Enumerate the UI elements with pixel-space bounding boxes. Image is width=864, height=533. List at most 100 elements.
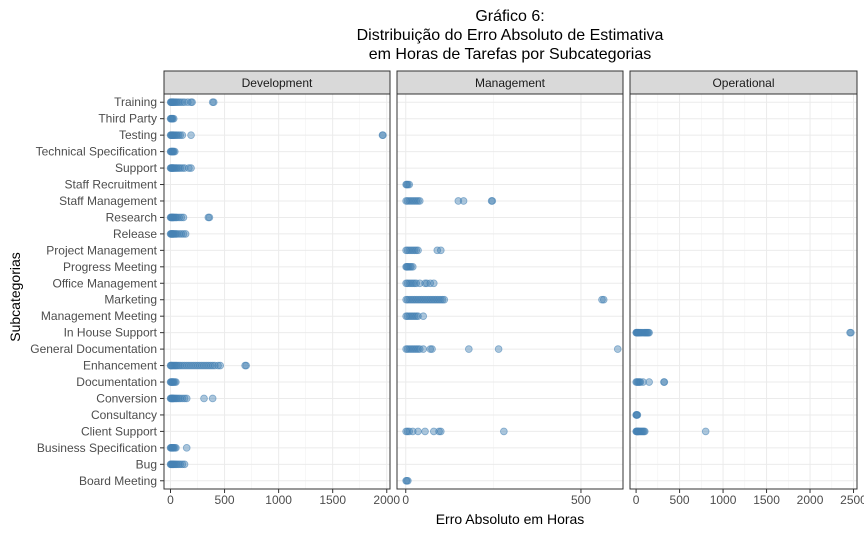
y-tick-label-release: Release <box>113 227 157 241</box>
data-point-management-project-management <box>436 246 445 255</box>
data-point-management-client-support <box>421 427 429 436</box>
y-tick-label-bug: Bug <box>136 457 157 471</box>
data-point-management-client-support <box>500 427 508 436</box>
data-point-development-bug <box>178 460 187 469</box>
panel-background <box>164 94 390 489</box>
data-point-operational-documentation <box>645 378 653 386</box>
data-point-management-staff-management <box>414 197 422 205</box>
y-tick-label-support: Support <box>115 161 158 175</box>
data-point-management-client-support <box>403 427 412 436</box>
data-point-development-enhancement <box>208 361 217 370</box>
panel-development: Development 0 500 1000 1500 2000 <box>163 70 400 507</box>
facet-label-development: Development <box>242 76 313 90</box>
y-tick-label-conversion: Conversion <box>96 391 157 405</box>
y-tick-label-progress-meeting: Progress Meeting <box>63 260 157 274</box>
data-point-management-client-support <box>435 427 443 436</box>
data-point-development-enhancement <box>206 361 215 370</box>
x-tick-label-operational-2500: 2500 <box>840 493 864 507</box>
facet-label-operational: Operational <box>712 76 774 90</box>
data-point-management-progress-meeting <box>408 263 417 271</box>
chart-title-line-2: Distribuição do Erro Absoluto de Estimat… <box>357 27 664 44</box>
y-tick-label-staff-recruitment: Staff Recruitment <box>65 178 158 192</box>
x-tick-label-operational-1000: 1000 <box>710 493 737 507</box>
data-point-development-release <box>179 230 188 238</box>
data-point-operational-consultancy <box>633 411 642 419</box>
data-point-operational-documentation <box>639 378 647 386</box>
data-point-operational-in-house-support <box>847 328 855 337</box>
data-point-development-enhancement <box>216 361 225 370</box>
data-point-development-training <box>176 98 185 107</box>
data-point-development-conversion <box>208 394 217 403</box>
data-point-development-bug <box>176 460 185 469</box>
data-point-operational-client-support <box>701 427 710 436</box>
data-point-management-general-documentation <box>426 345 435 353</box>
data-point-management-staff-management <box>454 197 463 205</box>
data-point-development-research <box>175 213 183 222</box>
data-point-operational-documentation <box>660 378 669 386</box>
data-point-management-client-support <box>436 427 445 436</box>
y-tick-label-management-meeting: Management Meeting <box>41 309 157 323</box>
y-tick-label-board-meeting: Board Meeting <box>79 474 157 488</box>
data-point-development-enhancement <box>242 361 250 370</box>
y-tick-label-office-management: Office Management <box>52 276 157 290</box>
y-tick-label-business-specification: Business Specification <box>37 441 157 455</box>
panel-background <box>630 94 857 489</box>
data-point-management-office-management <box>429 279 438 288</box>
data-point-management-office-management <box>410 279 419 288</box>
plot-area: Training Third Party Testing Technical Spec… <box>30 70 864 507</box>
x-tick-label-operational-500: 500 <box>670 493 690 507</box>
data-point-development-support <box>185 164 193 172</box>
y-tick-label-third-party: Third Party <box>98 112 157 126</box>
data-point-development-conversion <box>180 394 189 403</box>
data-point-development-research <box>205 213 214 222</box>
panel-background <box>397 94 623 489</box>
data-point-management-general-documentation <box>465 345 473 353</box>
y-tick-label-marketing: Marketing <box>104 293 157 307</box>
y-tick-label-training: Training <box>114 95 157 109</box>
data-point-management-office-management <box>421 279 429 288</box>
data-point-development-testing <box>176 131 185 139</box>
x-tick-label-operational-2000: 2000 <box>797 493 824 507</box>
y-tick-label-research: Research <box>106 210 157 224</box>
data-point-development-documentation <box>172 378 180 386</box>
y-tick-label-in-house-support: In House Support <box>64 326 158 340</box>
data-point-management-marketing <box>598 295 606 304</box>
data-point-development-technical-specification <box>171 147 179 156</box>
data-point-development-release <box>177 230 186 238</box>
data-point-operational-documentation <box>636 378 645 386</box>
data-point-management-marketing <box>440 295 449 304</box>
data-point-development-testing <box>178 131 187 139</box>
data-point-development-release <box>181 230 190 238</box>
x-tick-label-operational-1500: 1500 <box>753 493 780 507</box>
data-point-development-business-specification <box>182 444 191 452</box>
data-point-management-client-support <box>408 427 417 436</box>
data-point-development-research <box>177 213 186 222</box>
y-tick-label-project-management: Project Management <box>46 243 157 257</box>
data-point-management-staff-recruitment <box>405 180 414 189</box>
data-point-operational-client-support <box>640 427 649 436</box>
y-tick-label-documentation: Documentation <box>76 375 157 389</box>
y-tick-label-technical-specification: Technical Specification <box>36 145 157 159</box>
data-point-development-business-specification <box>172 444 180 452</box>
data-point-development-training <box>209 98 218 107</box>
data-point-management-management-meeting <box>414 312 422 320</box>
data-point-management-staff-management <box>459 197 468 205</box>
data-point-management-general-documentation <box>414 345 422 353</box>
x-axis-title: Erro Absoluto em Horas <box>436 511 585 527</box>
chart-title-line-1: Gráfico 6: <box>475 8 544 25</box>
facet-label-management: Management <box>475 76 546 90</box>
data-point-development-third-party <box>169 114 178 123</box>
data-point-development-enhancement <box>214 361 222 370</box>
x-tick-label-development-2000: 2000 <box>373 493 400 507</box>
data-point-development-support <box>176 164 185 172</box>
panel-operational: Operational 0 500 1000 1500 2000 2500 <box>629 70 864 507</box>
data-point-management-general-documentation <box>428 345 436 353</box>
x-tick-label-development-0: 0 <box>167 493 174 507</box>
data-point-management-staff-management <box>488 197 497 205</box>
panel-border <box>396 93 624 490</box>
x-tick-label-operational-0: 0 <box>633 493 640 507</box>
data-point-management-management-meeting <box>419 312 428 320</box>
y-tick-label-enhancement: Enhancement <box>83 359 158 373</box>
chart-title-line-3: em Horas de Tarefas por Subcategorias <box>369 46 652 63</box>
